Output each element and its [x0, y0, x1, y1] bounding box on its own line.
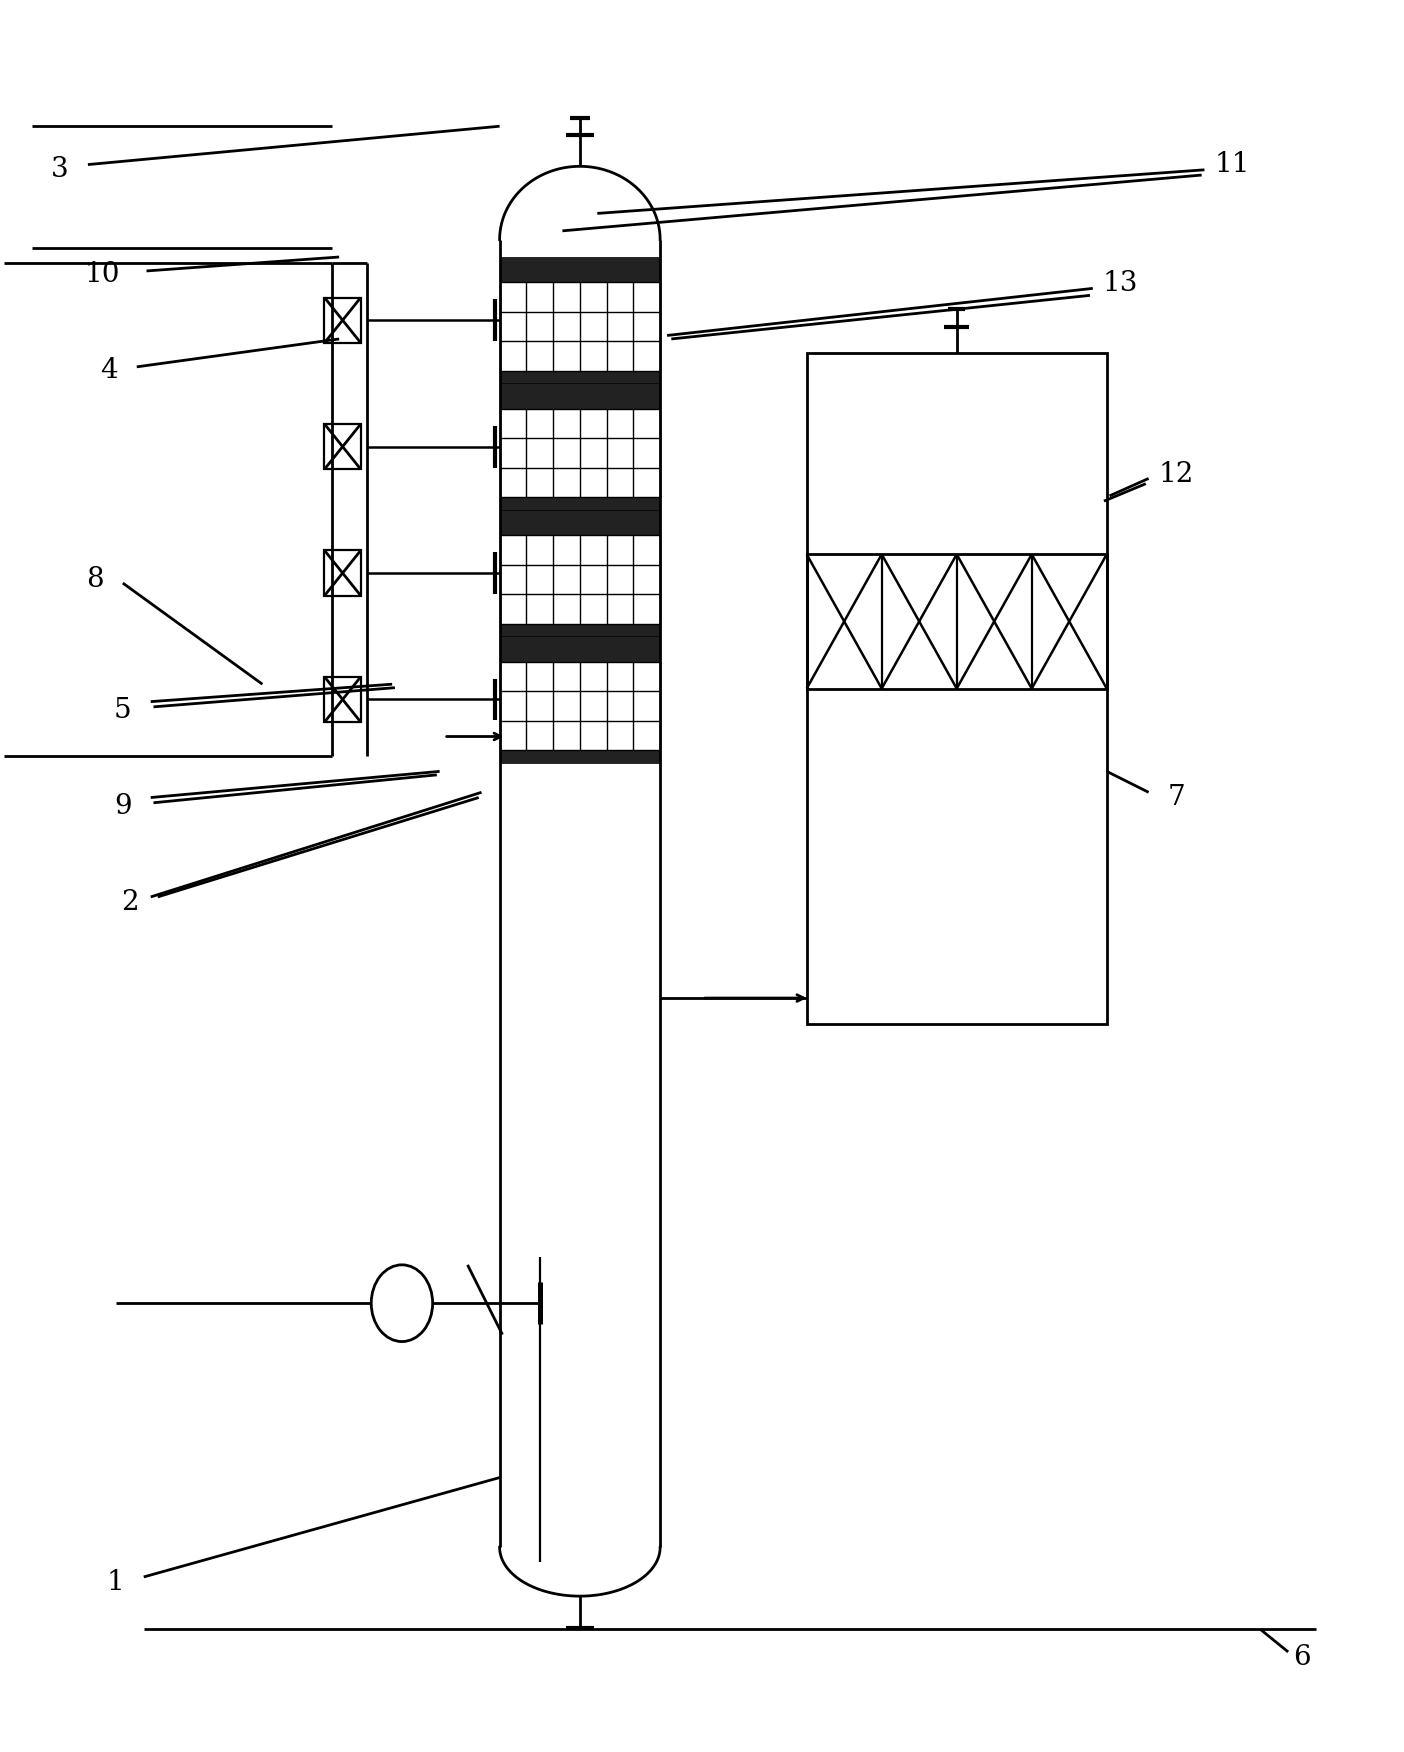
Bar	[500, 636, 660, 662]
Bar	[500, 498, 660, 510]
Bar	[500, 371, 660, 384]
Bar	[500, 258, 660, 282]
Text: 7: 7	[1168, 785, 1185, 811]
Text: 2: 2	[121, 888, 139, 916]
Text: 5: 5	[114, 697, 132, 724]
Text: 8: 8	[86, 566, 104, 594]
Bar	[324, 676, 361, 722]
Text: 9: 9	[114, 792, 132, 820]
Bar	[500, 624, 660, 636]
Text: 6: 6	[1293, 1643, 1311, 1671]
Text: 13: 13	[1104, 270, 1139, 296]
Text: 4: 4	[100, 357, 118, 384]
Bar	[324, 298, 361, 343]
Bar	[500, 384, 660, 408]
Bar	[807, 554, 1106, 689]
Text: 11: 11	[1214, 151, 1250, 179]
Bar	[500, 510, 660, 534]
Text: 10: 10	[84, 261, 119, 287]
Text: 1: 1	[107, 1568, 125, 1596]
Bar	[324, 424, 361, 470]
Bar	[324, 550, 361, 596]
Bar	[500, 750, 660, 762]
Text: 12: 12	[1158, 461, 1195, 489]
Bar	[807, 352, 1106, 1025]
Text: 3: 3	[51, 156, 69, 184]
